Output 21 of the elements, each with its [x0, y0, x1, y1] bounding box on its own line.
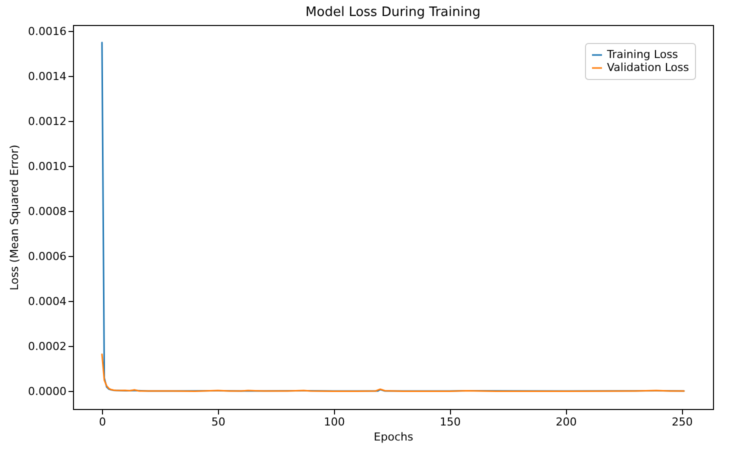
- x-tick-label: 200: [556, 416, 577, 428]
- y-tick-label: 0.0012: [28, 114, 66, 128]
- legend-label: Validation Loss: [607, 61, 690, 74]
- y-axis-title: Loss (Mean Squared Error): [8, 144, 22, 290]
- y-tick-label: 0.0010: [28, 160, 66, 173]
- y-tick-label: 0.0008: [28, 204, 66, 218]
- line-series: [101, 354, 685, 392]
- x-axis-title: Epochs: [374, 430, 414, 444]
- chart-title: Model Loss During Training: [306, 5, 480, 20]
- y-tick-label: 0.0014: [28, 70, 66, 83]
- x-tick-label: 50: [211, 416, 226, 428]
- y-tick-label: 0.0000: [28, 384, 66, 398]
- y-tick-label: 0.0016: [28, 24, 66, 38]
- y-tick-label: 0.0002: [28, 340, 66, 353]
- x-tick-label: 100: [324, 416, 345, 428]
- x-tick-label: 0: [98, 416, 106, 428]
- x-tick-label: 250: [672, 416, 693, 428]
- y-tick-label: 0.0006: [28, 250, 66, 263]
- legend-label: Training Loss: [606, 48, 678, 61]
- y-tick-label: 0.0004: [28, 294, 66, 308]
- x-tick-label: 150: [440, 416, 461, 428]
